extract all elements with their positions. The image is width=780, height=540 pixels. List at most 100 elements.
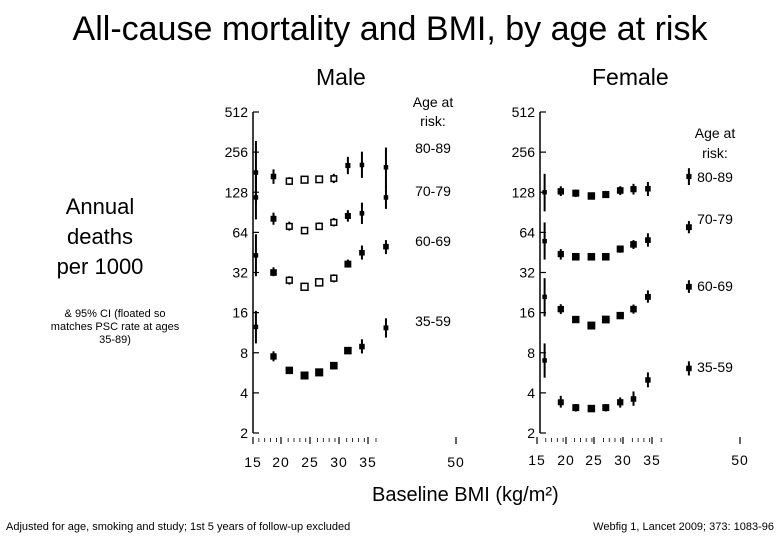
y-tick-label: 4 [527,385,535,401]
data-point [383,165,389,170]
data-point [300,175,309,184]
data-point [587,321,596,330]
y-tick-label: 8 [240,345,248,361]
series-label: 60-69 [697,278,733,294]
data-point [557,305,564,313]
series-label: 70-79 [415,183,451,199]
x-tick-label: 20 [272,454,290,470]
series-label: 80-89 [415,140,451,156]
data-point [253,324,259,330]
data-point [630,241,637,248]
data-point [572,189,580,197]
data-point [270,173,277,180]
y-tick-label: 8 [527,345,535,361]
panel-title-male: Male [316,64,366,90]
x-tick-label: 15 [244,454,262,470]
data-point [359,210,365,216]
panel-title-female: Female [592,64,669,90]
data-point [359,162,365,168]
data-point [645,237,651,243]
ci-note: & 95% CI (floated so matches PSC rate at… [50,308,180,346]
series-label: 35-59 [697,359,733,375]
data-point [270,215,277,222]
data-point [644,293,651,300]
legend-title: Age at [695,125,736,141]
data-point [300,371,309,380]
data-point [315,222,323,231]
x-tick-label: 35 [359,454,377,470]
y-tick-label: 256 [225,144,249,160]
series-label: 80-89 [697,169,733,185]
series-label: 35-59 [415,313,451,329]
data-point [270,353,277,360]
y-tick-label: 32 [519,265,535,281]
series-label: 60-69 [415,233,451,249]
data-point [685,283,692,290]
y-tick-label: 64 [519,224,535,240]
data-point [587,404,596,413]
data-point [601,315,610,324]
y-tick-label: 16 [232,305,248,321]
series-80-89: 80-89 [542,168,733,212]
y-axis-label-line: deaths [66,224,134,249]
data-point [557,188,564,195]
y-tick-label: 32 [232,265,248,281]
series-label: 70-79 [697,211,733,227]
data-point [330,175,338,183]
series-60-69: 60-69 [542,278,733,330]
data-point [616,311,624,320]
data-point [587,192,596,200]
footnote-source: Webfig 1, Lancet 2009; 373: 1083-96 [593,521,774,533]
data-point [300,282,309,291]
data-point [359,249,365,256]
data-point [602,191,610,199]
y-axis-label-line: per 1000 [56,254,144,279]
data-point [285,366,294,375]
x-tick-label: 25 [585,452,603,468]
data-point [542,238,547,244]
data-point [587,252,596,261]
data-point [345,163,351,169]
data-point [285,276,293,284]
data-point [383,243,389,250]
page-title: All-cause mortality and BMI, by age at r… [72,10,708,48]
data-point [685,224,692,231]
data-point [602,252,610,261]
data-point [253,253,259,258]
y-axis-label: Annual deaths per 1000 [40,192,160,282]
data-point [330,361,338,370]
data-point [572,315,580,324]
chart-panel-female: 2 4 8 16 32 64 128 256 512 15 20 25 30 35 50 Age at risk… [512,104,749,468]
y-tick-label: 4 [240,385,248,401]
x-tick-label: 25 [301,454,319,470]
data-point [330,274,338,282]
data-point [645,185,651,192]
data-point [344,346,352,355]
data-point [314,278,324,287]
x-tick-label: 50 [447,454,465,470]
data-point [686,173,692,180]
x-tick-label: 50 [731,452,749,468]
data-point [253,170,259,175]
data-point [645,377,651,383]
data-point [270,269,277,276]
data-point [572,252,580,261]
data-point [572,404,580,412]
legend-title: risk: [702,145,728,161]
data-point [315,175,324,184]
data-point [315,368,324,377]
data-point [557,399,564,406]
y-axis-label-line: Annual [65,194,135,219]
series-80-89: 80-89 [253,140,451,204]
series-35-59: 35-59 [253,310,451,380]
data-point [602,404,610,412]
y-tick-label: 512 [225,104,249,120]
data-point [359,343,365,350]
x-tick-label: 30 [330,454,348,470]
y-tick-label: 2 [527,425,535,441]
x-tick-label: 35 [643,452,661,468]
data-point [630,186,637,193]
data-point [330,218,338,227]
x-tick-label: 30 [614,452,632,468]
